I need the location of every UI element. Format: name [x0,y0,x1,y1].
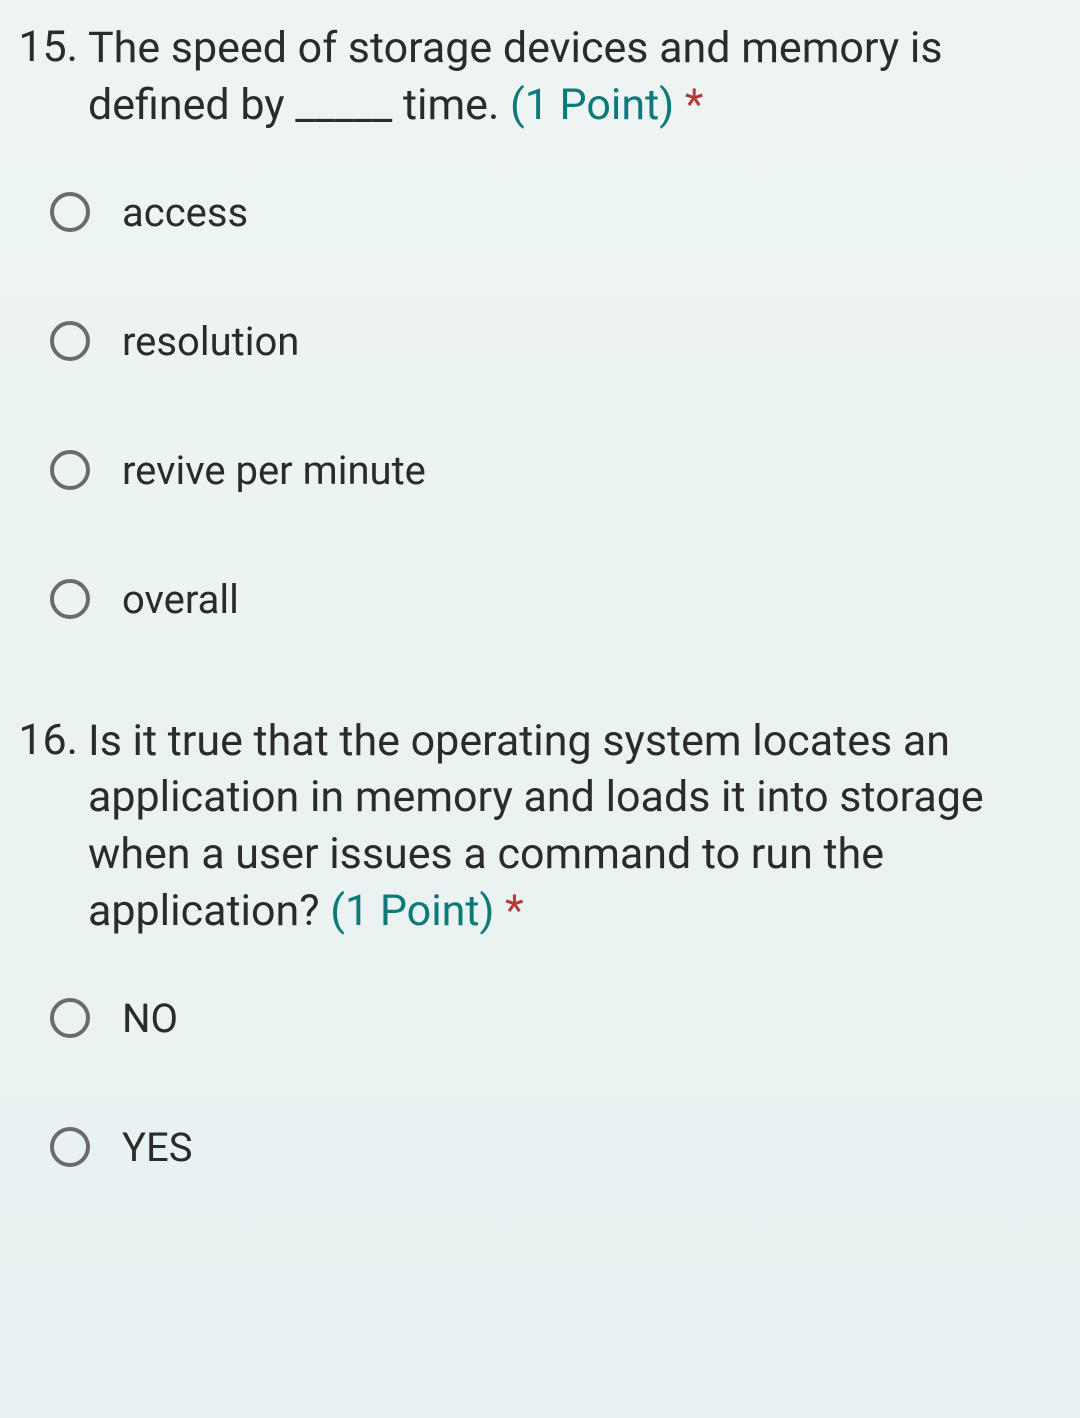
question-number: 16. [10,713,88,769]
question-header: 15. The speed of storage devices and mem… [10,20,1070,134]
question-text: Is it true that the operating system loc… [88,713,1070,940]
question-text-content: Is it true that the operating system loc… [88,716,984,936]
option-label: NO [122,995,178,1042]
question-text: The speed of storage devices and memory … [88,20,1070,134]
points-label: (1 Point) [330,886,494,936]
option-label: resolution [122,318,299,365]
radio-icon [50,192,90,232]
option-label: revive per minute [122,447,426,494]
options-list: access resolution revive per minute over… [10,189,1070,623]
radio-icon [50,579,90,619]
radio-icon [50,1127,90,1167]
option-revive-per-minute[interactable]: revive per minute [50,447,1070,494]
radio-icon [50,450,90,490]
option-label: access [122,189,248,236]
radio-icon [50,998,90,1038]
radio-icon [50,321,90,361]
question-15: 15. The speed of storage devices and mem… [10,20,1070,623]
options-list: NO YES [10,995,1070,1171]
question-number: 15. [10,20,88,76]
required-indicator: * [685,80,704,130]
option-label: overall [122,576,239,623]
required-indicator: * [505,886,524,936]
option-yes[interactable]: YES [50,1124,1070,1171]
option-resolution[interactable]: resolution [50,318,1070,365]
option-overall[interactable]: overall [50,576,1070,623]
option-access[interactable]: access [50,189,1070,236]
option-no[interactable]: NO [50,995,1070,1042]
option-label: YES [122,1124,193,1171]
question-16: 16. Is it true that the operating system… [10,713,1070,1171]
points-label: (1 Point) [510,80,674,130]
question-header: 16. Is it true that the operating system… [10,713,1070,940]
